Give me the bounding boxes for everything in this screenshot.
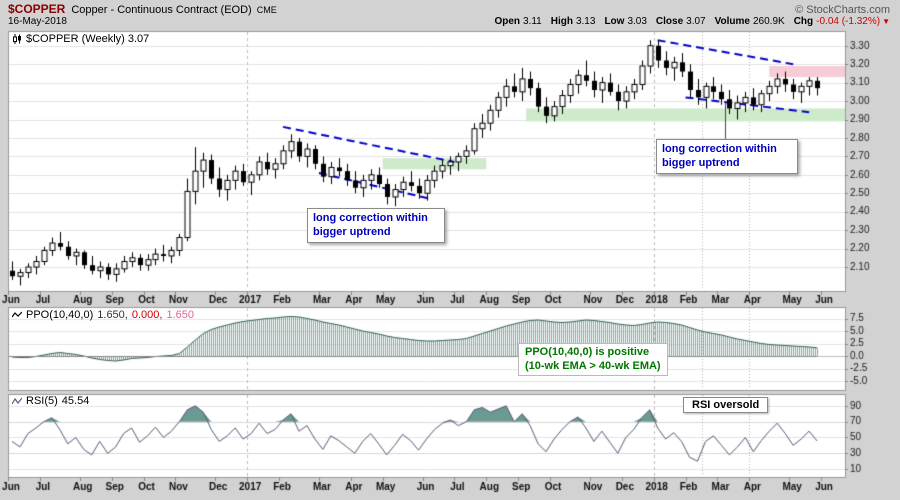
close-value: 3.07: [686, 16, 706, 27]
rsi-annotation: RSI oversold: [683, 397, 769, 413]
chg-label: Chg: [793, 16, 814, 27]
low-value: 3.03: [627, 16, 647, 27]
rsi-line-icon: [11, 396, 23, 406]
rsi-panel-legend: RSI(5) 45.54: [11, 395, 90, 407]
high-label: High: [550, 16, 573, 27]
rsi-legend-value: 45.54: [61, 395, 90, 407]
copyright-label: © StockCharts.com: [795, 4, 890, 16]
low-label: Low: [604, 16, 625, 27]
chart-date: 16-May-2018: [8, 16, 67, 27]
quote-row: 16-May-2018 Open 3.11 High 3.13 Low 3.03…: [8, 16, 890, 28]
ppo-legend-label: PPO(10,40,0): [26, 309, 94, 321]
close-label: Close: [655, 16, 684, 27]
ppo-line-icon: [11, 310, 23, 320]
volume-label: Volume: [714, 16, 750, 27]
price-panel-legend: $COPPER (Weekly) 3.07: [12, 33, 149, 45]
price-legend-text: $COPPER (Weekly) 3.07: [26, 33, 150, 45]
ppo-annotation: PPO(10,40,0) is positive (10-wk EMA > 40…: [518, 343, 668, 376]
instrument-name: Copper - Continuous Contract (EOD): [71, 4, 252, 16]
open-label: Open: [494, 16, 521, 27]
instrument-title: $COPPER Copper - Continuous Contract (EO…: [8, 2, 277, 16]
channel1-annotation: long correction within bigger uptrend: [307, 208, 445, 243]
ppo-value-1: 1.650,: [97, 309, 128, 321]
volume-value: 260.9K: [753, 16, 785, 27]
quote-summary: Open 3.11 High 3.13 Low 3.03 Close 3.07 …: [485, 16, 890, 27]
ppo-annotation-line2: (10-wk EMA > 40-wk EMA): [525, 360, 661, 373]
ppo-annotation-line1: PPO(10,40,0) is positive: [525, 346, 650, 358]
chart-header-row: $COPPER Copper - Continuous Contract (EO…: [8, 2, 890, 16]
ppo-value-3: 1.650: [166, 309, 194, 321]
ppo-panel-legend: PPO(10,40,0) 1.650, 0.000, 1.650: [11, 309, 194, 321]
symbol-label: $COPPER: [8, 2, 66, 16]
exchange-label: CME: [256, 5, 277, 15]
candlestick-icon: [12, 34, 22, 44]
ppo-value-2: 0.000,: [131, 309, 163, 321]
chg-value: -0.04 (-1.32%): [816, 16, 881, 27]
open-value: 3.11: [523, 16, 542, 27]
chg-down-icon: ▼: [882, 17, 890, 26]
channel2-annotation: long correction within bigger uptrend: [656, 139, 798, 174]
rsi-legend-label: RSI(5): [26, 395, 58, 407]
high-value: 3.13: [575, 16, 596, 27]
